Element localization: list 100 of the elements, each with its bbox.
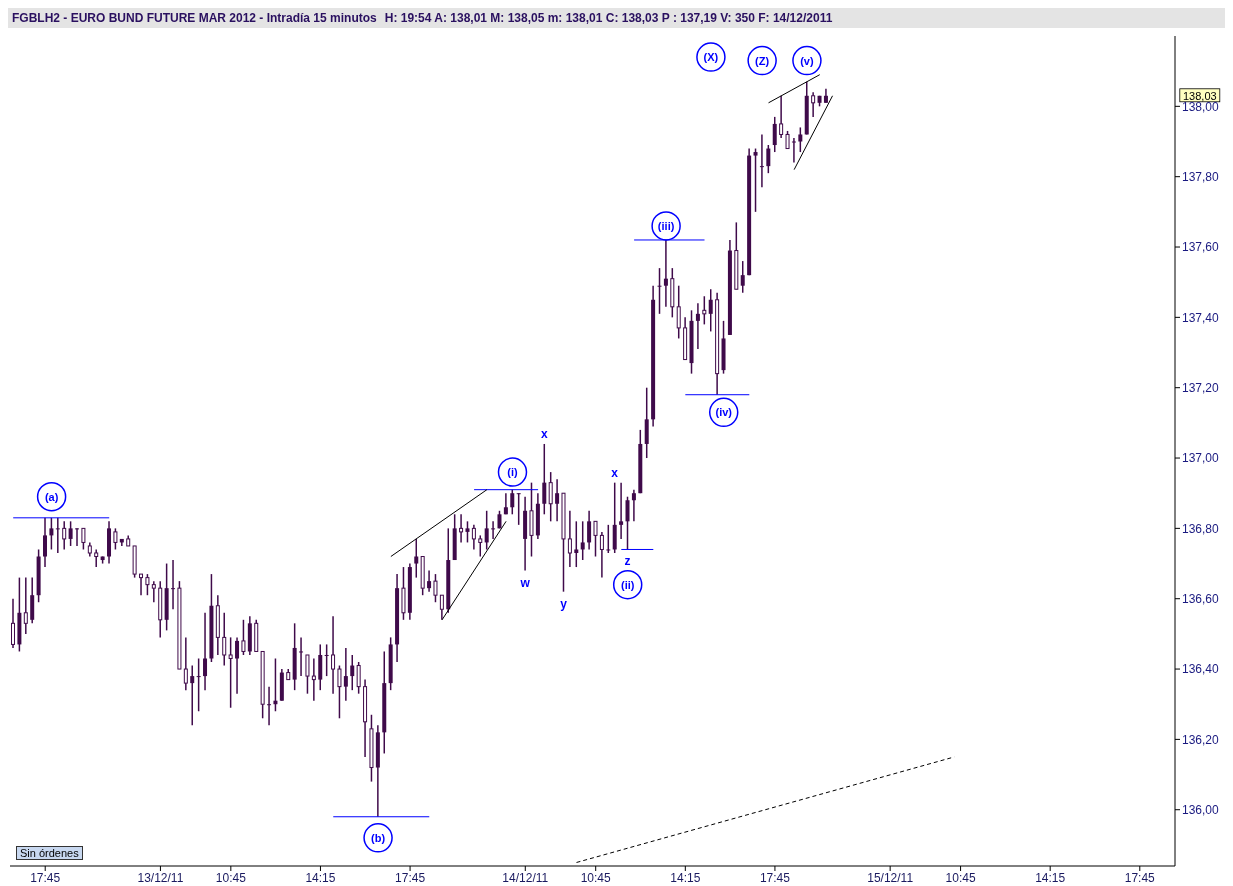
candlestick — [791, 137, 796, 164]
data-label: (b) — [371, 831, 386, 844]
candlestick — [55, 517, 60, 554]
candlestick — [695, 302, 700, 350]
candlestick — [23, 576, 28, 635]
candlestick — [235, 636, 240, 695]
candlestick — [676, 284, 681, 340]
x-tick-label: 13/12/11 — [137, 870, 184, 885]
x-tick-label: 14:15 — [305, 870, 336, 885]
data-label: (iv) — [715, 406, 733, 419]
y-tick-label: 137,20 — [1182, 380, 1220, 395]
y-tick-label: 136,80 — [1182, 521, 1220, 536]
candlestick — [190, 664, 195, 727]
candlestick — [580, 520, 585, 561]
candlestick — [772, 116, 777, 153]
y-tick-label: 136,60 — [1182, 591, 1220, 606]
candlestick — [171, 559, 176, 611]
candlestick — [311, 657, 316, 702]
x-tick-label: 10:45 — [580, 870, 612, 885]
annotation: Sin órdenes — [16, 846, 83, 860]
candlestick — [343, 647, 348, 702]
candlestick — [625, 495, 630, 551]
x-tick-label: 17:45 — [395, 870, 426, 885]
candlestick — [49, 517, 54, 551]
candlestick — [11, 597, 15, 649]
candlestick — [599, 531, 604, 579]
candlestick — [516, 492, 521, 526]
x-tick-label: 15/12/11 — [867, 870, 914, 885]
candlestick — [657, 267, 662, 315]
text: w — [520, 575, 530, 590]
candlestick — [427, 569, 432, 593]
candlestick — [228, 636, 233, 709]
text: x — [540, 426, 548, 441]
chart-subtitle: H: 19:54 A: 138,01 M: 138,05 m: 138,01 C: 138,03 P : 137,19 V: 350 F: 14/12/2011 — [384, 11, 833, 25]
candlestick — [478, 534, 483, 558]
candlestick — [510, 488, 515, 516]
x-tick-label: 14:15 — [1035, 870, 1066, 885]
candlestick — [331, 615, 336, 695]
candlestick — [574, 520, 579, 568]
candlestick — [183, 636, 188, 691]
candlestick — [356, 661, 361, 695]
candlestick — [759, 133, 764, 188]
chart-title: FGBLH2 - EURO BUND FUTURE MAR 2012 - Intradía 15 minutos — [12, 11, 377, 25]
x-tick-label: 10:45 — [215, 870, 247, 885]
candlestick — [414, 538, 419, 579]
candlestick — [196, 657, 201, 712]
text: 138,03 — [1182, 89, 1217, 102]
candlestick — [68, 520, 73, 547]
candlestick — [433, 573, 438, 603]
candlestick — [708, 288, 713, 333]
candlestick — [484, 510, 489, 551]
y-tick-label: 137,60 — [1182, 240, 1220, 255]
text: z — [624, 554, 631, 569]
candlestick — [222, 612, 227, 667]
candlestick — [465, 520, 470, 544]
candlestick — [548, 471, 553, 523]
data-label: (X) — [703, 51, 719, 64]
candlestick — [740, 260, 745, 294]
y-tick-label: 136,00 — [1182, 802, 1220, 817]
candlestick — [139, 573, 144, 596]
candlestick — [75, 527, 80, 547]
candlestick — [491, 520, 496, 540]
candlestick — [267, 685, 272, 727]
candlestick — [94, 548, 99, 568]
candlestick — [203, 612, 208, 691]
candlestick — [587, 510, 592, 551]
data-label: (Z) — [755, 54, 770, 67]
candlestick — [766, 144, 771, 174]
text: y — [560, 596, 567, 611]
y-tick-label: 137,80 — [1182, 169, 1220, 184]
candlestick — [606, 524, 611, 554]
candlestick — [779, 95, 784, 139]
candlestick — [663, 239, 668, 308]
candlestick — [542, 443, 547, 516]
candlestick — [619, 481, 624, 540]
x-tick-label: 17:45 — [759, 870, 791, 885]
candlestick — [113, 527, 118, 551]
candlestick — [593, 520, 598, 558]
text: x — [611, 465, 619, 480]
candlestick — [555, 478, 560, 523]
candlestick — [337, 664, 342, 720]
data-label: (a) — [44, 490, 59, 503]
candlestick — [145, 573, 150, 596]
candlestick — [151, 580, 156, 603]
candlestick — [81, 527, 86, 551]
candlestick — [811, 91, 816, 118]
candlestick — [43, 517, 48, 568]
candlestick — [459, 513, 464, 544]
y-tick-label: 136,20 — [1182, 732, 1220, 747]
y-tick-label: 137,00 — [1182, 451, 1220, 466]
data-label: (v) — [800, 54, 814, 67]
candlestick — [798, 126, 803, 153]
candlestick — [471, 524, 476, 551]
y-tick-label: 136,40 — [1182, 662, 1220, 677]
candlestick — [241, 619, 246, 656]
candlestick — [324, 643, 329, 677]
y-tick-label: 137,40 — [1182, 310, 1220, 325]
candlestick — [299, 636, 304, 677]
data-label: (ii) — [620, 578, 635, 591]
data-label: (iii) — [657, 219, 675, 232]
